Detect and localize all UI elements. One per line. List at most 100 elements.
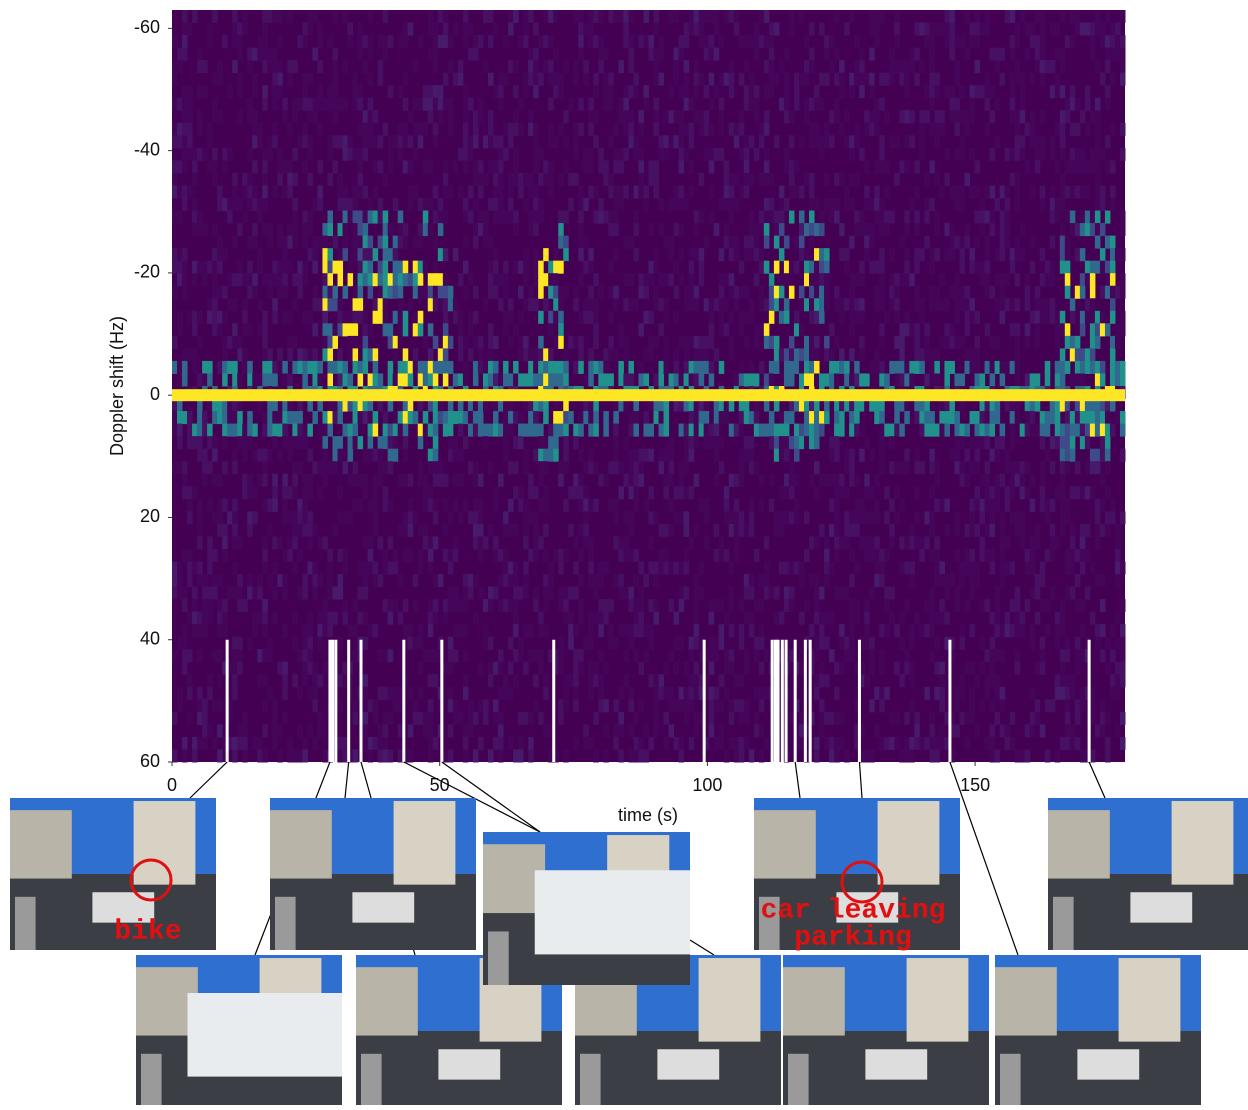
spectrogram-cell [452, 373, 459, 387]
spectrogram-cell [563, 749, 569, 763]
spectrogram-cell [768, 35, 775, 49]
spectrogram-cell [197, 110, 203, 124]
spectrogram-cell [422, 423, 429, 437]
spectrogram-cell [929, 285, 935, 299]
spectrogram-cell [708, 436, 715, 450]
spectrogram-cell [422, 198, 429, 212]
spectrogram-cell [543, 586, 549, 600]
spectrogram-cell [638, 611, 644, 625]
spectrogram-cell [272, 135, 278, 149]
spectrogram-cell [703, 298, 710, 312]
spectrogram-cell [939, 398, 945, 412]
spectrogram-cell [708, 47, 715, 61]
spectrogram-cell [793, 260, 800, 274]
spectrogram-cell [427, 97, 434, 111]
spectrogram-cell [563, 674, 569, 688]
spectrogram-cell [638, 624, 644, 638]
spectrogram-cell [894, 60, 900, 74]
spectrogram-cell [854, 360, 860, 374]
spectrogram-cell [613, 423, 619, 437]
spectrogram-cell [1094, 461, 1101, 475]
spectrogram-cell [753, 423, 760, 437]
spectrogram-cell [803, 273, 810, 287]
spectrogram-cell [217, 185, 223, 199]
spectrogram-cell [452, 699, 459, 713]
spectrogram-cell [1009, 473, 1016, 487]
spectrogram-cell [327, 360, 334, 374]
spectrogram-cell [1099, 72, 1106, 86]
spectrogram-cell [864, 398, 870, 412]
spectrogram-cell [442, 35, 449, 49]
spectrogram-cell [904, 373, 910, 387]
spectrogram-cell [382, 298, 389, 312]
spectrogram-cell [297, 511, 303, 525]
spectrogram-cell [272, 373, 278, 387]
spectrogram-cell [407, 135, 414, 149]
spectrogram-cell [362, 586, 369, 600]
spectrogram-cell [658, 223, 665, 237]
spectrogram-cell [708, 160, 715, 174]
spectrogram-cell [367, 736, 374, 750]
spectrogram-cell [573, 674, 579, 688]
spectrogram-cell [1104, 35, 1111, 49]
spectrogram-cell [658, 298, 665, 312]
spectrogram-cell [688, 185, 695, 199]
spectrogram-cell [834, 749, 840, 763]
spectrogram-cell [798, 348, 805, 362]
spectrogram-cell [217, 411, 223, 425]
spectrogram-cell [854, 423, 860, 437]
spectrogram-cell [618, 373, 624, 387]
spectrogram-cell [939, 298, 945, 312]
spectrogram-cell [814, 486, 820, 500]
spectrogram-cell [357, 172, 364, 186]
spectrogram-cell [959, 285, 965, 299]
spectrogram-cell [824, 736, 830, 750]
spectrogram-cell [543, 574, 549, 588]
spectrogram-cell [402, 235, 409, 249]
spectrogram-cell [819, 97, 825, 111]
spectrogram-cell [332, 135, 339, 149]
spectrogram-cell [362, 348, 369, 362]
spectrogram-cell [482, 599, 489, 613]
spectrogram-cell [503, 448, 509, 462]
spectrogram-cell [1004, 298, 1011, 312]
spectrogram-cell [397, 323, 404, 337]
spectrogram-cell [829, 711, 835, 725]
spectrogram-cell [914, 223, 920, 237]
spectrogram-cell [472, 536, 479, 550]
spectrogram-cell [538, 260, 544, 274]
spectrogram-cell [387, 273, 394, 287]
spectrogram-cell [1069, 335, 1076, 349]
spectrogram-cell [578, 448, 584, 462]
spectrogram-cell [508, 736, 514, 750]
spectrogram-cell [1029, 22, 1036, 36]
spectrogram-cell [447, 448, 454, 462]
spectrogram-cell [222, 348, 228, 362]
spectrogram-cell [703, 511, 710, 525]
spectrogram-cell [1044, 548, 1051, 562]
spectrogram-cell [262, 147, 268, 161]
spectrogram-cell [899, 348, 905, 362]
spectrogram-cell [187, 574, 193, 588]
spectrogram-cell [1099, 498, 1106, 512]
spectrogram-cell [487, 360, 494, 374]
spectrogram-cell [232, 561, 238, 575]
spectrogram-cell [397, 335, 404, 349]
spectrogram-cell [447, 398, 454, 412]
spectrogram-cell [939, 423, 945, 437]
spectrogram-cell [673, 360, 680, 374]
spectrogram-cell [192, 749, 198, 763]
spectrogram-cell [558, 285, 564, 299]
spectrogram-cell [1069, 160, 1076, 174]
spectrogram-cell [182, 10, 188, 24]
spectrogram-cell [1109, 260, 1116, 274]
spectrogram-cell [427, 711, 434, 725]
spectrogram-cell [688, 536, 695, 550]
spectrogram-cell [753, 335, 760, 349]
spectrogram-cell [1059, 198, 1066, 212]
spectrogram-cell [297, 649, 303, 663]
spectrogram-cell [528, 511, 534, 525]
spectrogram-cell [292, 335, 298, 349]
spectrogram-cell [397, 699, 404, 713]
spectrogram-cell [859, 674, 865, 688]
